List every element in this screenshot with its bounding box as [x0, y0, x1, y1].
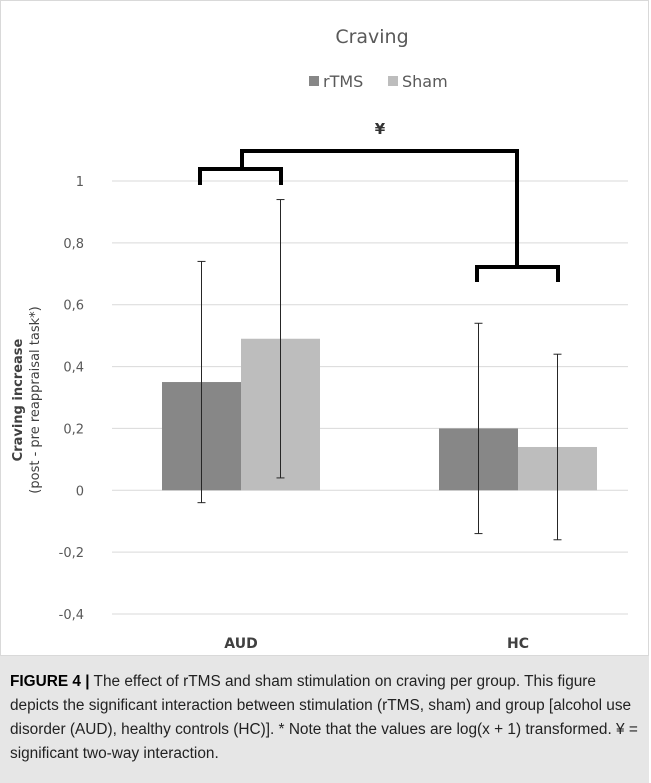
craving-bar-chart: -0,4 -0,2 0 0,2 0,4 0,6 0,8 1 AUD HC Craving rTM… [11, 26, 628, 652]
y-axis-ticks: -0,4 -0,2 0 0,2 0,4 0,6 0,8 1 [59, 175, 84, 623]
caption-text: The effect of rTMS and sham stimulation … [10, 673, 638, 762]
y-tick-label: 1 [76, 175, 84, 190]
y-tick-label: 0,6 [63, 299, 84, 314]
legend: rTMS Sham [309, 72, 448, 91]
legend-swatch-rtms [309, 76, 319, 86]
bracket-hc [475, 265, 560, 282]
legend-label-sham: Sham [402, 72, 448, 91]
x-tick-label-hc: HC [507, 636, 529, 652]
bars [162, 338, 597, 491]
y-tick-label: 0,2 [63, 422, 84, 437]
gridlines [112, 180, 628, 615]
y-tick-label: -0,2 [59, 546, 84, 561]
figure-label: FIGURE 4 | [10, 673, 90, 690]
y-axis-label-line1: Craving increase [11, 338, 26, 461]
y-tick-label: 0,8 [63, 237, 84, 252]
error-bars [197, 199, 562, 541]
bracket-aud [198, 167, 283, 185]
legend-label-rtms: rTMS [323, 72, 363, 91]
interaction-brackets [198, 149, 560, 282]
y-tick-label: 0 [76, 484, 84, 499]
x-axis-ticks: AUD HC [224, 636, 529, 652]
x-tick-label-aud: AUD [224, 636, 257, 652]
legend-swatch-sham [388, 76, 398, 86]
y-tick-label: -0,4 [59, 608, 84, 623]
y-axis-label-line2: (post - pre reappraisal task*) [28, 306, 43, 493]
figure-caption: FIGURE 4 | The effect of rTMS and sham s… [0, 656, 649, 783]
interaction-annotation: ¥ [375, 120, 386, 138]
y-axis-label: Craving increase (post - pre reappraisal… [11, 306, 43, 493]
bracket-interaction [240, 149, 519, 267]
chart-frame [0, 0, 649, 656]
y-tick-label: 0,4 [63, 361, 84, 376]
chart-title: Craving [335, 26, 408, 48]
